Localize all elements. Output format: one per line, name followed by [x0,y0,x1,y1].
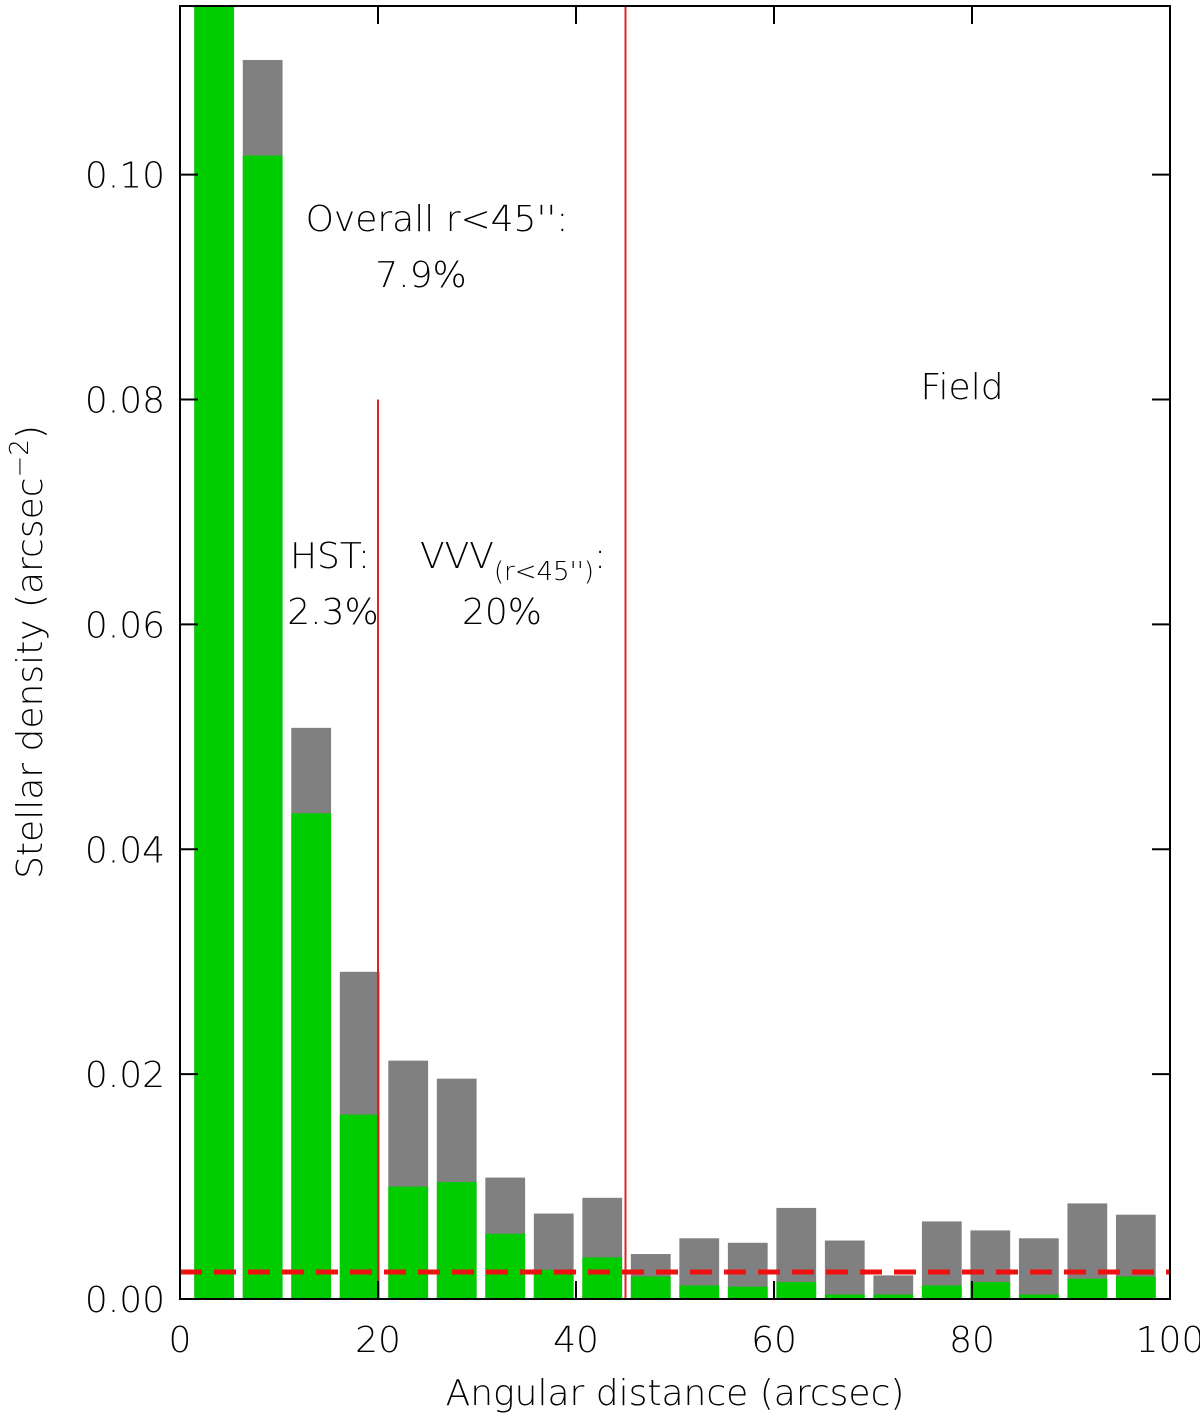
x-tick-label: 40 [553,1320,599,1361]
bar [970,1282,1011,1299]
x-tick-label: 60 [751,1320,797,1361]
bar [1067,1278,1108,1299]
y-tick-label: 0.08 [85,381,165,422]
bar [388,1186,429,1299]
bars [194,6,1156,1299]
y-axis-label: Stellar density (arcsec−2) [5,425,51,879]
bar [873,1275,914,1299]
bar [194,6,235,1299]
bar [1018,1238,1059,1299]
bar [339,1114,380,1299]
bar [436,1182,477,1299]
bar [630,1276,671,1299]
x-tick-label: 80 [949,1320,995,1361]
bar [824,1294,865,1299]
y-tick-label: 0.06 [85,605,165,646]
bar [242,155,283,1299]
y-label-main: Stellar density (arcsec [10,477,51,878]
bar [1018,1294,1059,1299]
y-tick-label: 0.04 [85,830,165,871]
bar [1115,1276,1156,1299]
bar [485,1233,526,1299]
y-tick-label: 0.10 [85,156,165,197]
y-tick-label: 0.00 [85,1280,165,1321]
annotation: Field [920,367,1003,408]
annotation: HST: [290,536,370,577]
bar [727,1286,768,1299]
annotation-sub: (r<45'') [494,557,594,587]
annotation-part: : [594,536,606,577]
bar [582,1257,623,1299]
bar [921,1285,962,1299]
y-label-end: ) [10,425,51,439]
bar [873,1294,914,1299]
annotation: Overall r<45'': [306,199,569,240]
bar [533,1269,574,1299]
x-tick-label: 100 [1136,1320,1200,1361]
annotation: 20% [462,592,542,633]
annotation: 7.9% [375,255,466,296]
y-tick-label: 0.02 [85,1055,165,1096]
plot-frame [179,5,1171,1300]
x-axis-label: Angular distance (arcsec) [446,1373,905,1414]
bar [679,1285,720,1299]
annotation: VVV(r<45''): [420,536,606,587]
x-tick-label: 20 [355,1320,401,1361]
annotation: 2.3% [287,592,378,633]
annotation-part: VVV [420,536,494,577]
bar [291,813,332,1299]
x-tick-label: 0 [169,1320,192,1361]
bar [776,1282,817,1299]
y-label-sup: −2 [5,439,35,477]
overlay: 0 20 40 60 80 100 0.00 0.02 0.04 0.06 0.08 0.10 [85,5,1200,1361]
